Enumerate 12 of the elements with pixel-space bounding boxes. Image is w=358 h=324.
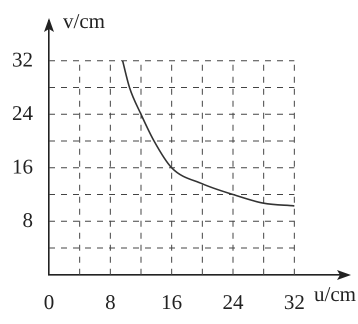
x-axis-title: u/cm (314, 282, 356, 306)
line-series (122, 60, 296, 207)
y-tick-label: 16 (12, 154, 33, 178)
x-tick-label: 8 (105, 290, 116, 314)
x-tick-label: 32 (284, 290, 305, 314)
y-axis-title: v/cm (63, 9, 105, 34)
x-tick-label: 24 (222, 290, 244, 314)
y-tick-label: 32 (12, 47, 33, 72)
y-tick-label: 8 (22, 208, 33, 232)
x-tick-label: 0 (44, 290, 54, 314)
y-tick-label: 24 (12, 100, 34, 125)
x-tick-label: 16 (161, 290, 182, 314)
